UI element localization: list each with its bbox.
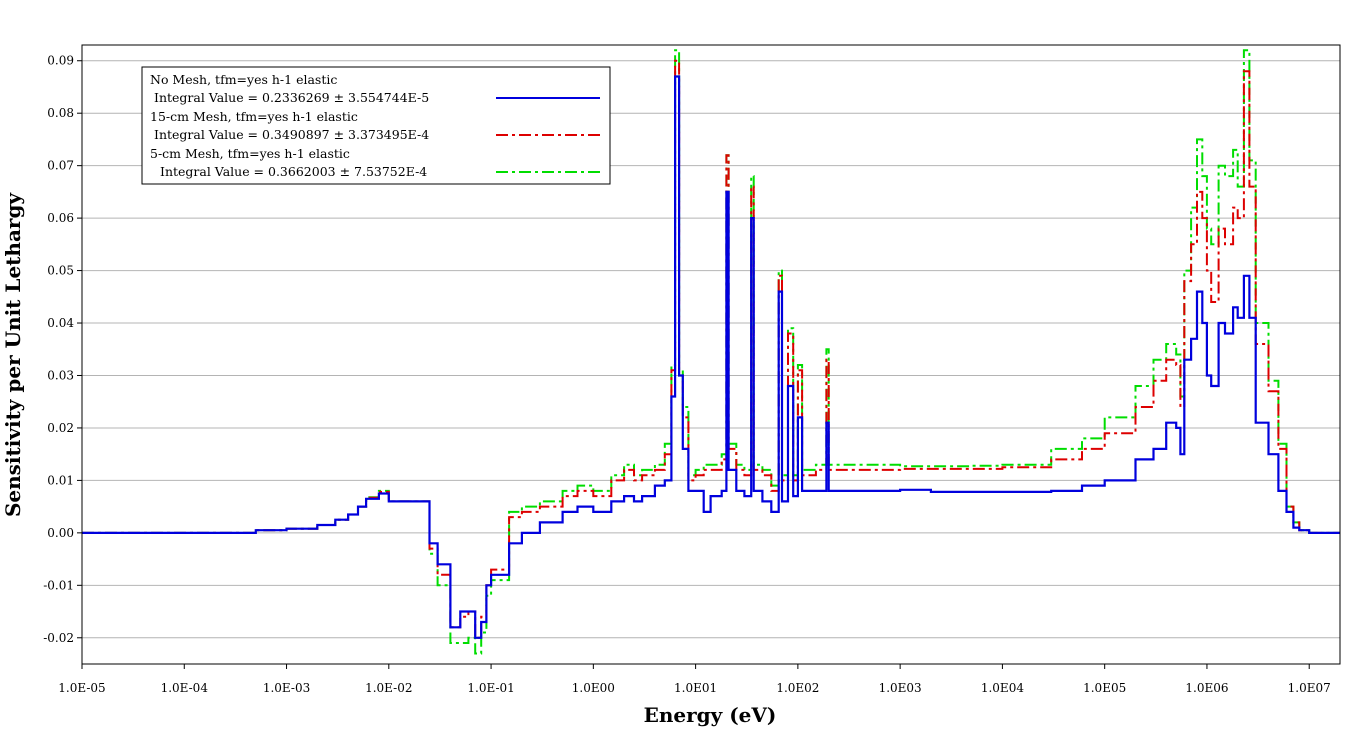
legend-integral-value: Integral Value = 0.2336269 ± 3.554744E-5 [154,90,429,105]
y-tick-label: 0.07 [47,159,74,173]
y-axis-ticks: -0.02 -0.01 0.00 0.01 0.02 0.03 0.04 0.05 0.06 0.… [43,54,82,645]
legend-box [141,66,611,185]
x-tick-label: 1.0E06 [1185,681,1228,695]
x-tick-label: 1.0E-01 [467,681,514,695]
x-tick-label: 1.0E00 [572,681,615,695]
legend-series-name: No Mesh, tfm=yes h-1 elastic [150,72,337,87]
y-tick-label: 0.00 [47,526,74,540]
y-tick-label: 0.01 [47,473,74,487]
y-tick-label: 0.08 [47,106,74,120]
y-tick-label: 0.02 [47,421,74,435]
x-tick-label: 1.0E-04 [161,681,209,695]
y-tick-label: -0.01 [43,578,74,592]
legend-series-name: 15-cm Mesh, tfm=yes h-1 elastic [150,109,358,124]
x-tick-label: 1.0E04 [981,681,1024,695]
y-tick-label: 0.06 [47,211,74,225]
y-axis-title: Sensitivity per Unit Lethargy [1,192,25,517]
y-tick-label: -0.02 [43,631,74,645]
gridlines [82,60,1340,639]
x-axis-title: Energy (eV) [644,703,777,727]
series-line-1 [82,75,1340,639]
x-tick-label: 1.0E-02 [365,681,412,695]
x-tick-label: 1.0E01 [674,681,717,695]
y-tick-label: 0.09 [47,54,74,68]
legend-integral-value: Integral Value = 0.3490897 ± 3.373495E-4 [154,127,429,142]
y-tick-label: 0.03 [47,368,74,382]
legend: No Mesh, tfm=yes h-1 elastic Integral Val… [141,66,611,185]
x-tick-label: 1.0E-05 [58,681,105,695]
x-tick-label: 1.0E02 [776,681,819,695]
y-tick-label: 0.05 [47,264,74,278]
series-lines [82,49,1340,655]
x-tick-label: 1.0E03 [879,681,922,695]
x-axis-ticks: 1.0E-05 1.0E-04 1.0E-03 1.0E-02 1.0E-01 1.0E0… [58,664,1331,695]
x-tick-label: 1.0E07 [1288,681,1331,695]
x-tick-label: 1.0E05 [1083,681,1126,695]
x-tick-label: 1.0E-03 [263,681,310,695]
y-tick-label: 0.04 [47,316,74,330]
plot-frame [81,44,1341,665]
legend-integral-value: Integral Value = 0.3662003 ± 7.53752E-4 [160,164,427,179]
legend-series-name: 5-cm Mesh, tfm=yes h-1 elastic [150,146,350,161]
series-line-3 [82,49,1340,655]
